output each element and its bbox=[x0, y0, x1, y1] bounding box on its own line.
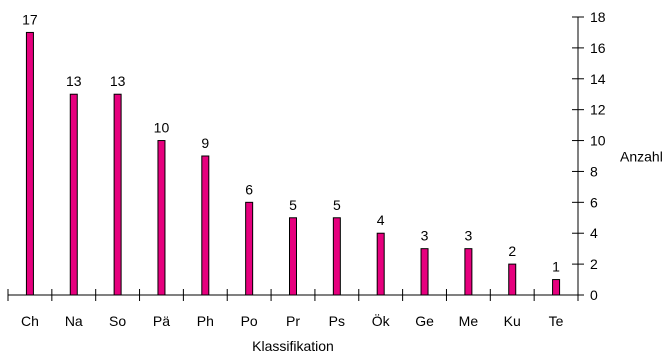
bar-Pr bbox=[289, 217, 297, 296]
x-tick-label: Ge bbox=[415, 313, 434, 329]
bar-Ku bbox=[508, 263, 517, 296]
y-tick-label: 16 bbox=[590, 40, 606, 56]
y-tick-label: 0 bbox=[590, 287, 598, 303]
x-tick-label: Pä bbox=[153, 313, 170, 329]
x-tick-label: Ph bbox=[197, 313, 214, 329]
data-label: 5 bbox=[333, 197, 341, 213]
data-label: 17 bbox=[22, 11, 38, 27]
y-tick-label: 18 bbox=[590, 9, 606, 25]
x-tick-label: Me bbox=[459, 313, 479, 329]
y-tick-label: 14 bbox=[590, 71, 606, 87]
x-tick-label: Ku bbox=[504, 313, 521, 329]
data-label: 13 bbox=[66, 73, 82, 89]
data-label: 1 bbox=[552, 259, 560, 275]
bar-Ök bbox=[376, 232, 385, 296]
data-label: 10 bbox=[154, 120, 170, 136]
x-tick-label: Te bbox=[549, 313, 564, 329]
data-label: 3 bbox=[421, 228, 429, 244]
bar-Po bbox=[245, 201, 254, 296]
bar-Te bbox=[552, 279, 561, 296]
data-label: 4 bbox=[377, 212, 385, 228]
x-tick-label: So bbox=[109, 313, 126, 329]
x-tick-label: Ps bbox=[329, 313, 345, 329]
x-tick-label: Po bbox=[241, 313, 258, 329]
data-label: 13 bbox=[110, 73, 126, 89]
data-label: 2 bbox=[508, 243, 516, 259]
bars-layer: 17 13 13 10 9 6 5 5 4 3 3 2 1 bbox=[22, 11, 561, 296]
data-label: 9 bbox=[201, 135, 209, 151]
y-axis: 0 2 4 6 8 10 12 14 16 18 bbox=[572, 9, 606, 303]
bar-Pä bbox=[157, 140, 166, 296]
y-tick-label: 6 bbox=[590, 194, 598, 210]
data-label: 6 bbox=[245, 181, 253, 197]
bar-Ch bbox=[25, 31, 34, 296]
y-tick-label: 12 bbox=[590, 102, 606, 118]
bar-Ph bbox=[201, 155, 210, 296]
bar-Ps bbox=[332, 217, 341, 296]
bar-Na bbox=[69, 93, 78, 296]
y-tick-label: 2 bbox=[590, 256, 598, 272]
y-tick-label: 8 bbox=[590, 163, 598, 179]
bar-Ge bbox=[420, 248, 429, 296]
bar-So bbox=[113, 93, 122, 296]
y-tick-label: 4 bbox=[590, 225, 598, 241]
bar-Me bbox=[464, 248, 473, 296]
x-tick-label: Ch bbox=[21, 313, 39, 329]
y-tick-label: 10 bbox=[590, 133, 606, 149]
x-axis: Ch Na So Pä Ph Po Pr Ps Ök Ge Me Ku Te bbox=[7, 289, 579, 329]
y-axis-title: Anzahl bbox=[620, 149, 663, 165]
x-axis-title: Klassifikation bbox=[252, 338, 334, 354]
x-tick-label: Pr bbox=[286, 313, 300, 329]
data-label: 3 bbox=[464, 228, 472, 244]
x-tick-label: Na bbox=[65, 313, 83, 329]
data-label: 5 bbox=[289, 197, 297, 213]
x-tick-label: Ök bbox=[372, 312, 391, 329]
